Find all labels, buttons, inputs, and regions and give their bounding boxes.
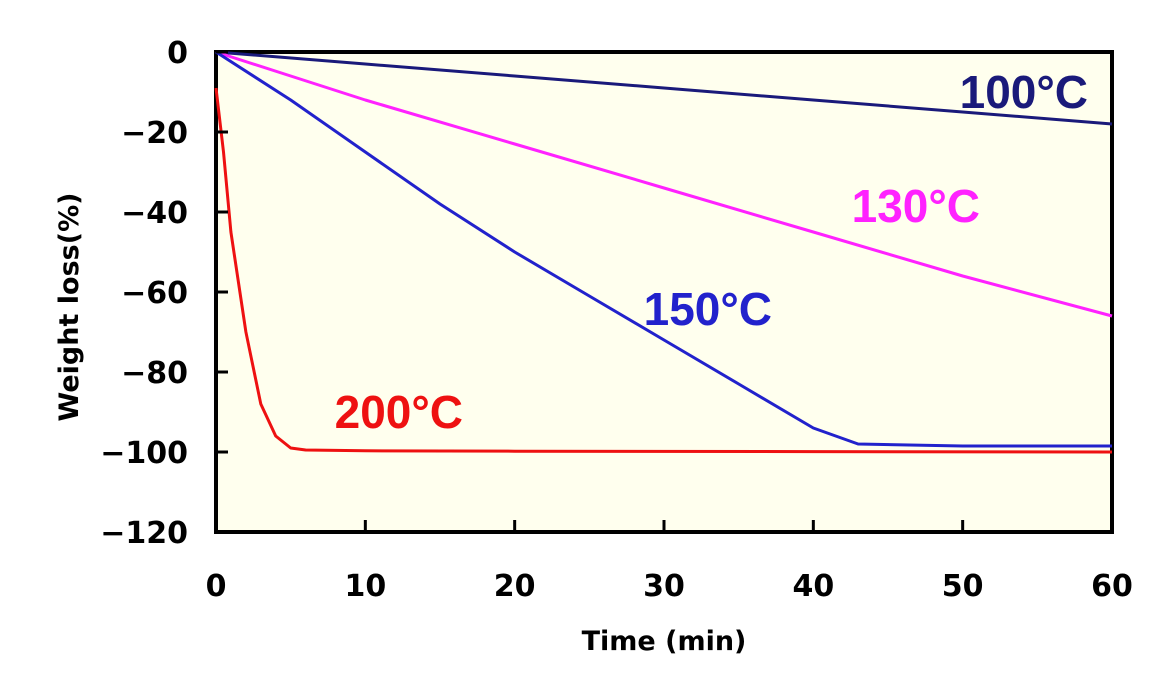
y-tick-label: −60 (121, 276, 188, 311)
series-labels: 100°C 130°C 150°C 200°C (335, 66, 1088, 438)
y-tick-label: −20 (121, 116, 188, 151)
x-tick-label: 40 (792, 569, 834, 604)
x-tick-label: 50 (942, 569, 984, 604)
series-label-1: 100°C (960, 66, 1088, 118)
series-line-2 (215, 50, 1113, 318)
x-axis-ticks (214, 520, 1114, 532)
x-tick-label: 10 (344, 569, 386, 604)
x-axis-tick-labels: 0 10 20 30 40 50 60 (206, 569, 1133, 604)
x-tick-label: 60 (1091, 569, 1133, 604)
y-tick-label: −100 (100, 436, 188, 471)
y-axis-ticks (216, 50, 228, 534)
x-tick-label: 20 (494, 569, 536, 604)
y-axis-tick-labels: 0 −20 −40 −60 −80 −100 −120 (100, 36, 188, 551)
x-tick-label: 30 (643, 569, 685, 604)
series-label-4: 200°C (335, 386, 463, 438)
x-axis-title: Time (min) (582, 626, 747, 657)
x-tick-label: 0 (206, 569, 227, 604)
series-label-2: 130°C (852, 180, 980, 232)
y-axis-title: Weight loss(%) (54, 193, 85, 422)
y-tick-label: 0 (167, 36, 188, 71)
y-tick-label: −120 (100, 516, 188, 551)
series-layer (214, 50, 1113, 454)
y-tick-label: −40 (121, 196, 188, 231)
y-tick-label: −80 (121, 356, 188, 391)
series-line-1 (215, 50, 1113, 126)
series-line-4 (214, 87, 1113, 454)
series-line-3 (215, 50, 1112, 448)
series-label-3: 150°C (644, 283, 772, 335)
